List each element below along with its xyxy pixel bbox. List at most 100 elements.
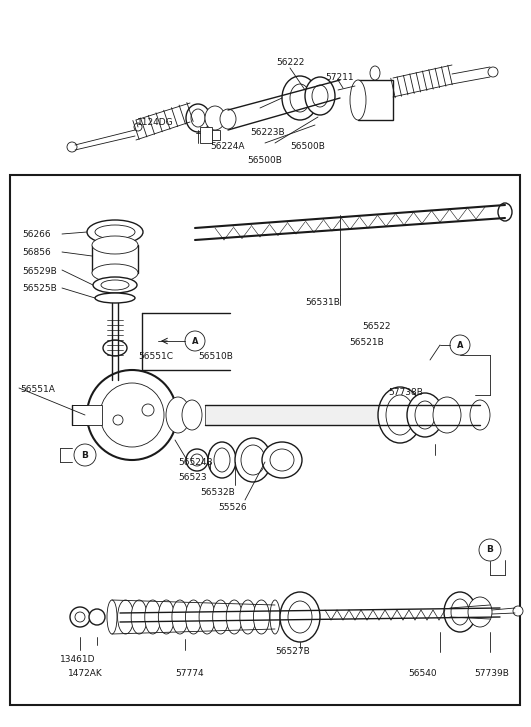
- Bar: [92, 245, 138, 273]
- Text: 1472AK: 1472AK: [68, 669, 103, 678]
- Text: 56500B: 56500B: [247, 156, 282, 165]
- Text: A: A: [457, 340, 463, 350]
- Ellipse shape: [172, 600, 188, 634]
- Bar: [200, 127, 212, 143]
- Ellipse shape: [199, 600, 215, 634]
- Circle shape: [191, 454, 203, 466]
- Ellipse shape: [288, 601, 312, 633]
- Text: 13461D: 13461D: [60, 655, 96, 664]
- Circle shape: [134, 123, 142, 131]
- Ellipse shape: [220, 109, 236, 129]
- Circle shape: [479, 539, 501, 561]
- Circle shape: [89, 609, 105, 625]
- Text: 1124DG: 1124DG: [136, 118, 173, 127]
- Circle shape: [87, 370, 177, 460]
- Ellipse shape: [498, 203, 512, 221]
- Circle shape: [113, 415, 123, 425]
- Ellipse shape: [262, 442, 302, 478]
- Text: 56525B: 56525B: [22, 284, 57, 293]
- Text: 57738B: 57738B: [388, 388, 423, 397]
- Ellipse shape: [117, 600, 134, 634]
- Ellipse shape: [101, 280, 129, 290]
- Ellipse shape: [103, 340, 127, 356]
- Circle shape: [70, 607, 90, 627]
- Text: 56510B: 56510B: [198, 352, 233, 361]
- Ellipse shape: [451, 599, 469, 625]
- Bar: [205, 405, 405, 425]
- Bar: [212, 130, 220, 140]
- Bar: [358, 80, 393, 120]
- Circle shape: [142, 404, 154, 416]
- Ellipse shape: [87, 220, 143, 244]
- Text: 57211: 57211: [326, 73, 354, 82]
- Circle shape: [100, 383, 164, 447]
- Circle shape: [75, 612, 85, 622]
- Text: 56522: 56522: [362, 322, 390, 331]
- Text: 56223B: 56223B: [251, 128, 285, 137]
- Ellipse shape: [444, 592, 476, 632]
- Bar: [10, 175, 520, 705]
- Ellipse shape: [95, 293, 135, 303]
- Text: 56856: 56856: [22, 248, 51, 257]
- Ellipse shape: [350, 80, 366, 120]
- Ellipse shape: [92, 264, 138, 282]
- Circle shape: [67, 142, 77, 152]
- Ellipse shape: [407, 393, 443, 437]
- Text: 56224A: 56224A: [211, 142, 245, 151]
- Text: B: B: [82, 451, 89, 459]
- Text: 56222: 56222: [276, 58, 304, 67]
- Ellipse shape: [186, 104, 210, 132]
- Ellipse shape: [205, 106, 225, 130]
- Text: 56500B: 56500B: [290, 142, 326, 151]
- Ellipse shape: [185, 600, 201, 634]
- Text: 56551C: 56551C: [138, 352, 173, 361]
- Bar: [72, 405, 102, 425]
- Ellipse shape: [92, 236, 138, 254]
- Circle shape: [450, 335, 470, 355]
- Ellipse shape: [95, 225, 135, 239]
- Ellipse shape: [433, 397, 461, 433]
- Ellipse shape: [253, 600, 269, 634]
- Ellipse shape: [270, 600, 280, 634]
- Text: 56531B: 56531B: [305, 298, 340, 307]
- Text: 56551A: 56551A: [20, 385, 55, 394]
- Text: 57774: 57774: [175, 669, 203, 678]
- Ellipse shape: [470, 400, 490, 430]
- Text: 56527B: 56527B: [275, 647, 310, 656]
- Ellipse shape: [208, 442, 236, 478]
- Ellipse shape: [415, 401, 435, 429]
- Ellipse shape: [213, 600, 229, 634]
- Ellipse shape: [378, 387, 422, 443]
- Ellipse shape: [191, 109, 205, 127]
- Ellipse shape: [370, 66, 380, 80]
- Ellipse shape: [305, 77, 335, 115]
- Circle shape: [74, 444, 96, 466]
- Ellipse shape: [386, 395, 414, 435]
- Text: 56266: 56266: [22, 230, 50, 239]
- Circle shape: [513, 606, 523, 616]
- Ellipse shape: [280, 592, 320, 642]
- Text: B: B: [486, 545, 493, 555]
- Ellipse shape: [235, 438, 271, 482]
- Text: 56540: 56540: [408, 669, 436, 678]
- Text: 56521B: 56521B: [349, 338, 384, 347]
- Ellipse shape: [270, 449, 294, 471]
- Ellipse shape: [93, 277, 137, 293]
- Ellipse shape: [468, 597, 492, 627]
- Ellipse shape: [240, 600, 256, 634]
- Ellipse shape: [131, 600, 147, 634]
- Ellipse shape: [166, 397, 190, 433]
- Text: A: A: [192, 337, 198, 345]
- Ellipse shape: [214, 448, 230, 472]
- Text: 56532B: 56532B: [200, 488, 235, 497]
- Ellipse shape: [282, 76, 318, 120]
- Ellipse shape: [182, 400, 202, 430]
- Text: 56523: 56523: [178, 473, 207, 482]
- Text: 56529B: 56529B: [22, 267, 57, 276]
- Ellipse shape: [312, 85, 328, 107]
- Circle shape: [185, 331, 205, 351]
- Ellipse shape: [226, 600, 242, 634]
- Text: 57739B: 57739B: [474, 669, 509, 678]
- Ellipse shape: [145, 600, 161, 634]
- Text: 55526: 55526: [218, 503, 246, 512]
